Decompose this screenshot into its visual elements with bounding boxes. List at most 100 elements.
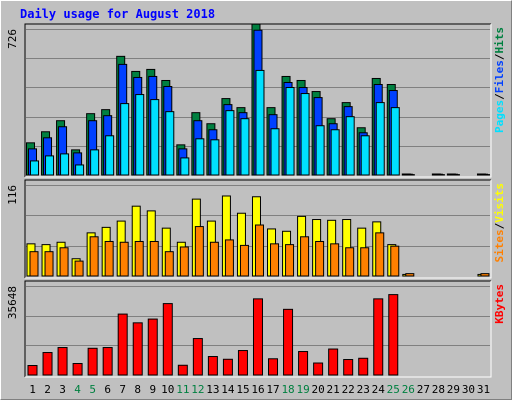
bar-sites — [149, 240, 159, 277]
bar-pages — [135, 94, 145, 176]
day-group-12 — [192, 338, 203, 376]
day-group-15 — [236, 212, 249, 277]
day-group-20 — [313, 362, 324, 376]
bar-pages — [255, 69, 265, 176]
bar-pages — [225, 110, 235, 176]
day-group-6 — [101, 226, 114, 277]
day-group-18 — [283, 308, 294, 376]
bar-kbytes — [283, 308, 294, 376]
bar-kbytes — [162, 303, 173, 376]
bar-pages — [210, 139, 220, 176]
x-tick-label: 6 — [104, 383, 111, 396]
day-group-10 — [161, 227, 174, 277]
x-tick-label: 4 — [74, 383, 81, 396]
day-group-16 — [251, 196, 264, 277]
day-group-24 — [372, 221, 385, 277]
x-tick-label: 24 — [372, 383, 386, 396]
bar-sites — [330, 243, 340, 277]
x-tick-label: 11 — [176, 383, 189, 396]
day-group-26 — [402, 273, 415, 277]
bar-pages — [75, 164, 85, 176]
day-group-17 — [267, 228, 280, 277]
bar-pages — [300, 93, 310, 176]
day-group-7 — [116, 55, 130, 176]
bar-sites — [209, 241, 219, 277]
bar-kbytes — [358, 357, 369, 376]
x-tick-label: 20 — [312, 383, 325, 396]
y-max-label: 726 — [6, 29, 19, 49]
bar-kbytes — [328, 348, 339, 376]
bar-kbytes — [207, 356, 218, 376]
side-legend-part: Files — [493, 60, 506, 93]
x-tick-label: 26 — [402, 383, 415, 396]
day-group-23 — [356, 127, 370, 176]
bar-kbytes — [87, 347, 98, 376]
bar-kbytes — [343, 359, 354, 376]
panel-visits-sites: 116 Sites/Visits — [6, 179, 506, 279]
bar-sites — [44, 251, 54, 277]
day-group-2 — [42, 352, 53, 376]
bar-kbytes — [72, 363, 83, 376]
x-tick-label: 30 — [462, 383, 475, 396]
x-tick-label: 12 — [191, 383, 204, 396]
day-group-24 — [371, 77, 385, 176]
day-group-9 — [146, 210, 159, 277]
x-tick-label: 15 — [236, 383, 249, 396]
x-axis-labels: 1 2 3 4 5 6 7 8 9 10 11 12 13 14 15 16 17 18 19 20 21 22 23 24 2… — [29, 383, 490, 396]
side-legend-part: / — [493, 53, 506, 60]
bar-pages — [45, 155, 55, 176]
x-tick-label: 19 — [296, 383, 309, 396]
bar-kbytes — [192, 338, 203, 376]
plot-border-dark — [24, 179, 491, 278]
bar-pages — [165, 111, 175, 176]
x-tick-label: 2 — [44, 383, 51, 396]
bar-sites — [345, 247, 355, 277]
day-group-25 — [388, 294, 399, 376]
day-group-25 — [387, 244, 400, 277]
x-tick-label: 13 — [206, 383, 219, 396]
bar-sites — [375, 232, 385, 277]
day-group-28 — [431, 173, 445, 176]
bar-pages — [30, 160, 39, 176]
chart-title: Daily usage for August 2018 — [20, 7, 215, 21]
plot-border-dark — [24, 23, 491, 177]
x-tick-label: 3 — [59, 383, 66, 396]
bar-pages — [360, 135, 370, 176]
day-group-24 — [373, 298, 384, 376]
x-tick-label: 9 — [149, 383, 156, 396]
bar-kbytes — [27, 365, 38, 376]
y-max-label: 116 — [6, 185, 19, 205]
day-group-5 — [86, 232, 99, 277]
x-tick-label: 10 — [161, 383, 174, 396]
bar-kbytes — [177, 364, 188, 376]
bar-kbytes — [313, 362, 324, 376]
bar-kbytes — [42, 352, 53, 376]
plot-border-dark — [24, 280, 491, 377]
day-group-19 — [297, 215, 310, 277]
bar-sites — [59, 247, 69, 277]
bar-sites — [315, 240, 325, 277]
day-group-26 — [401, 173, 415, 176]
bar-sites — [405, 273, 415, 277]
day-group-4 — [71, 149, 85, 176]
day-group-19 — [298, 351, 309, 376]
day-group-21 — [327, 219, 340, 277]
x-tick-label: 31 — [477, 383, 490, 396]
plot-border-light — [25, 281, 492, 378]
bar-pages — [315, 125, 325, 176]
bar-kbytes — [132, 322, 143, 376]
day-group-8 — [131, 205, 144, 277]
bar-sites — [179, 246, 189, 277]
bar-pages — [285, 87, 295, 176]
bar-sites — [74, 260, 84, 277]
x-tick-label: 23 — [357, 383, 370, 396]
bar-pages — [60, 153, 70, 176]
day-group-14 — [222, 358, 233, 376]
bar-pages — [345, 116, 355, 176]
bar-pages — [270, 128, 280, 176]
bar-kbytes — [57, 347, 68, 376]
day-group-11 — [177, 364, 188, 376]
plot-border-light — [25, 180, 492, 279]
